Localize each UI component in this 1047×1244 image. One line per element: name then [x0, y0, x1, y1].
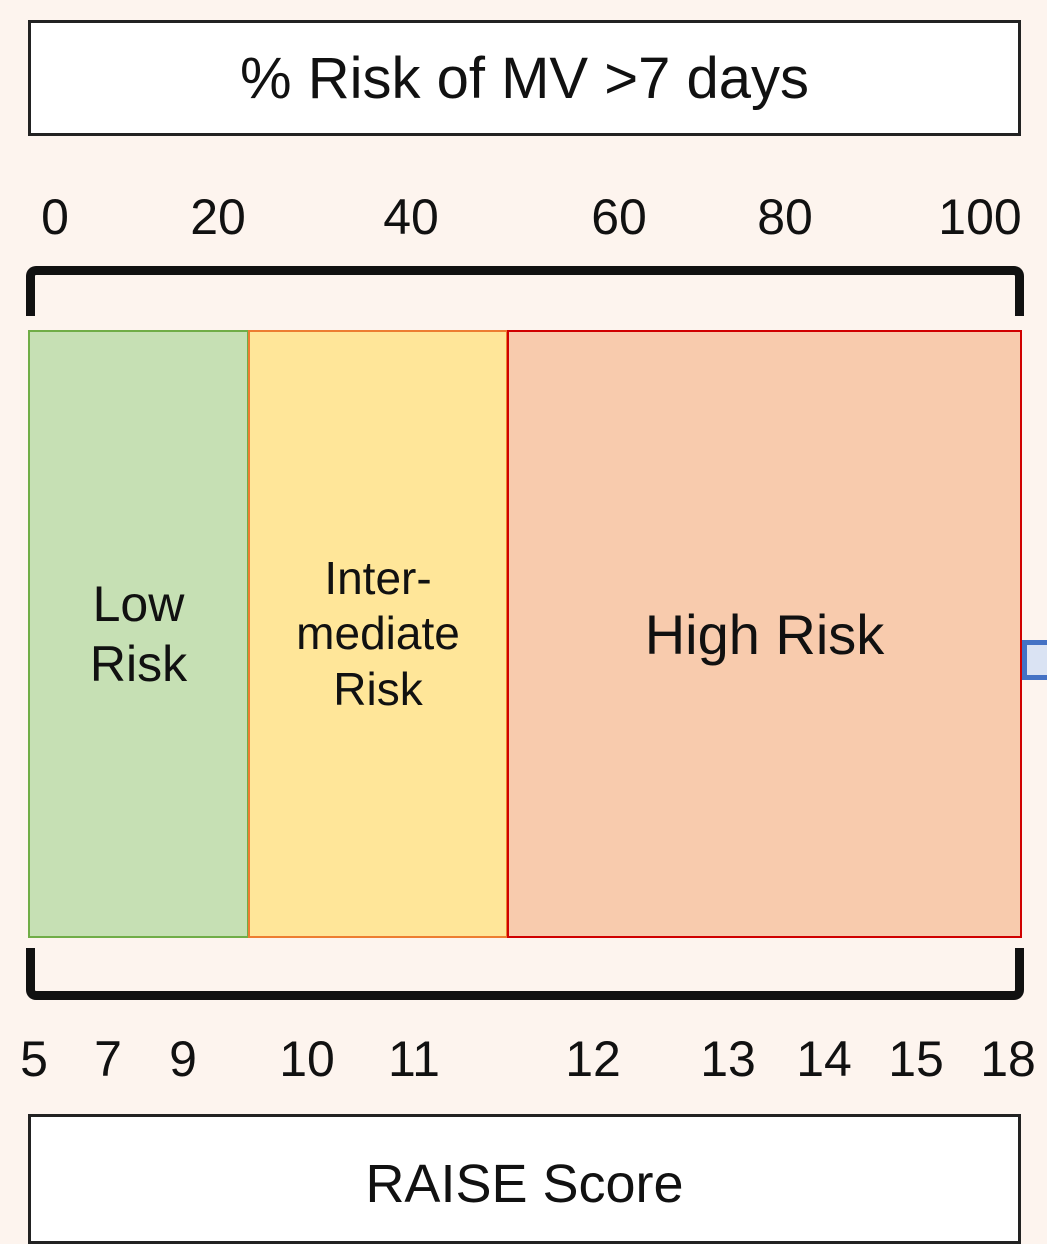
intermediate-risk-label: Inter- mediate Risk [296, 552, 460, 715]
score-tick: 9 [169, 1031, 197, 1087]
low-risk-zone: Low Risk [28, 330, 249, 938]
score-tick: 10 [279, 1031, 335, 1087]
score-tick: 5 [20, 1031, 48, 1087]
risk-tick: 60 [591, 189, 647, 245]
risk-tick: 0 [41, 189, 69, 245]
score-tick: 12 [565, 1031, 621, 1087]
score-tick: 18 [980, 1031, 1036, 1087]
score-tick: 15 [888, 1031, 944, 1087]
intermediate-risk-zone: Inter- mediate Risk [248, 330, 508, 938]
risk-axis-title-text: % Risk of MV >7 days [240, 45, 809, 111]
score-tick: 13 [700, 1031, 756, 1087]
risk-tick: 20 [190, 189, 246, 245]
high-risk-label: High Risk [644, 602, 885, 666]
risk-tick: 80 [757, 189, 813, 245]
high-risk-zone: High Risk [507, 330, 1022, 938]
top-bracket [26, 266, 1024, 316]
score-axis-title: RAISE Score [28, 1114, 1021, 1244]
score-axis-title-text: RAISE Score [365, 1154, 684, 1214]
risk-tick: 100 [938, 189, 1022, 245]
risk-tick: 40 [383, 189, 439, 245]
risk-axis-title: % Risk of MV >7 days [28, 20, 1021, 136]
connector-arrow-stub [1022, 640, 1047, 680]
score-tick: 14 [796, 1031, 852, 1087]
score-tick: 11 [388, 1031, 440, 1087]
bottom-bracket [26, 948, 1024, 1000]
low-risk-label: Low Risk [89, 576, 188, 692]
score-tick: 7 [94, 1031, 122, 1087]
